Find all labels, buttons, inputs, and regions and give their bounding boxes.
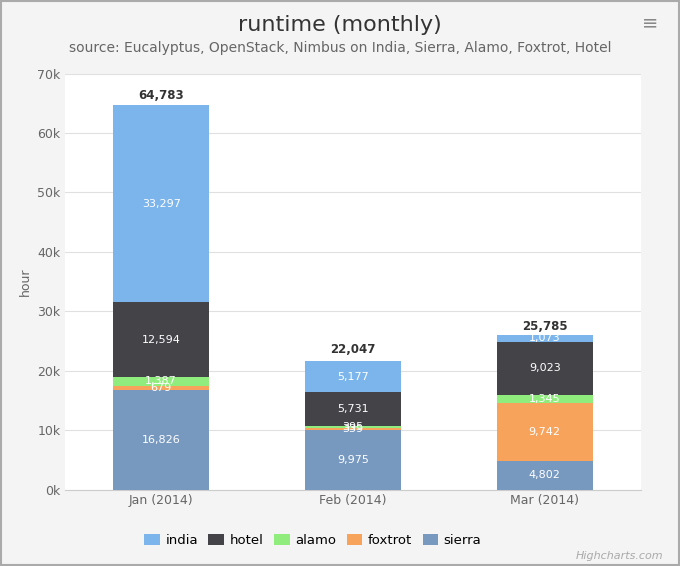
- Text: ≡: ≡: [642, 13, 658, 32]
- Text: 5,731: 5,731: [337, 404, 369, 414]
- Text: 16,826: 16,826: [142, 435, 180, 444]
- Bar: [305, 361, 401, 392]
- Bar: [496, 395, 592, 403]
- Text: 1,073: 1,073: [529, 333, 560, 344]
- Bar: [496, 403, 592, 461]
- Legend: india, hotel, alamo, foxtrot, sierra: india, hotel, alamo, foxtrot, sierra: [139, 529, 487, 552]
- Bar: [496, 335, 592, 341]
- Bar: [305, 428, 401, 430]
- Text: 9,023: 9,023: [529, 363, 560, 374]
- Text: 25,785: 25,785: [522, 320, 568, 333]
- Bar: [305, 426, 401, 428]
- Bar: [113, 105, 209, 302]
- Text: 33,297: 33,297: [141, 199, 181, 208]
- Bar: [113, 385, 209, 389]
- Y-axis label: hour: hour: [18, 267, 31, 296]
- Text: 1,387: 1,387: [146, 376, 177, 387]
- Text: 395: 395: [342, 422, 364, 432]
- Text: 679: 679: [150, 383, 172, 393]
- Bar: [113, 389, 209, 490]
- Bar: [305, 430, 401, 490]
- Text: 5,177: 5,177: [337, 371, 369, 381]
- Bar: [496, 341, 592, 395]
- Text: source: Eucalyptus, OpenStack, Nimbus on India, Sierra, Alamo, Foxtrot, Hotel: source: Eucalyptus, OpenStack, Nimbus on…: [69, 41, 611, 54]
- Text: runtime (monthly): runtime (monthly): [238, 15, 442, 35]
- Text: 339: 339: [342, 424, 364, 434]
- Bar: [496, 461, 592, 490]
- Text: 12,594: 12,594: [141, 335, 181, 345]
- Text: 22,047: 22,047: [330, 342, 375, 355]
- Text: 9,742: 9,742: [528, 427, 561, 437]
- Text: 1,345: 1,345: [529, 394, 560, 404]
- Bar: [113, 378, 209, 385]
- Bar: [113, 302, 209, 378]
- Text: 4,802: 4,802: [529, 470, 560, 481]
- Text: 9,975: 9,975: [337, 455, 369, 465]
- Text: 64,783: 64,783: [138, 89, 184, 102]
- Text: Highcharts.com: Highcharts.com: [575, 551, 663, 561]
- Bar: [305, 392, 401, 426]
